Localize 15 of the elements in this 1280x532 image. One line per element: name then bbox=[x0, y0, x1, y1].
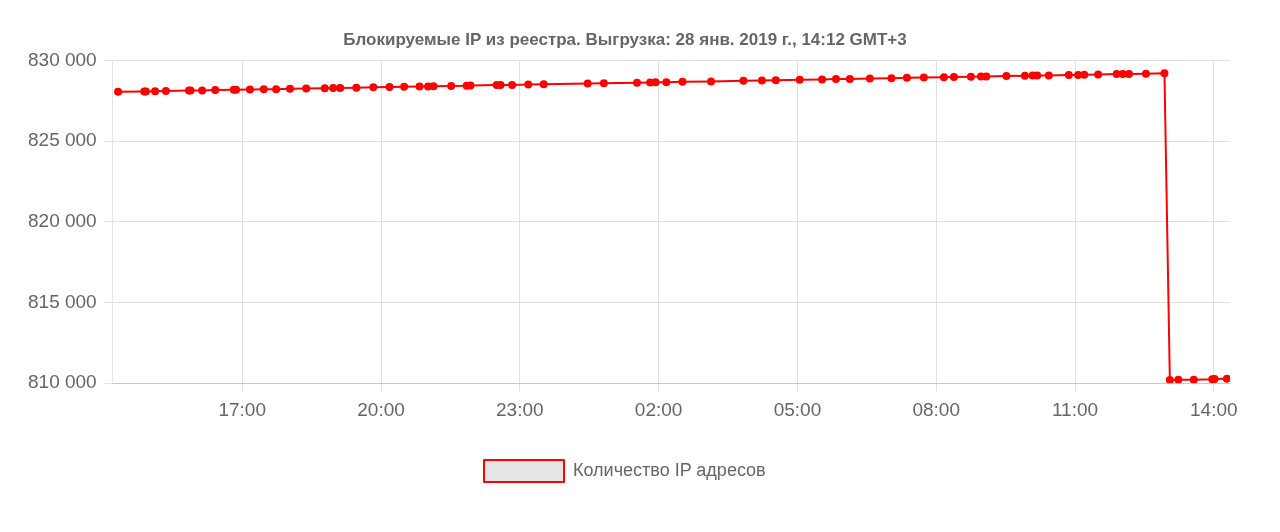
x-tick-label: 17:00 bbox=[218, 398, 266, 420]
y-tick-label: 815 000 bbox=[27, 290, 97, 312]
x-tick-label: 20:00 bbox=[357, 398, 405, 420]
x-tick-label: 02:00 bbox=[634, 398, 683, 420]
y-tick-label: 825 000 bbox=[27, 129, 97, 151]
x-tick-label: 05:00 bbox=[773, 398, 822, 420]
y-tick-label: 830 000 bbox=[27, 48, 97, 70]
y-tick-label: 820 000 bbox=[27, 210, 97, 232]
x-tick-label: 11:00 bbox=[1051, 398, 1099, 420]
x-tick-label: 08:00 bbox=[912, 398, 960, 420]
chart-title: Блокируемые IP из реестра. Выгрузка: 28 янв. 2019 г., 14:12 GMT+3 bbox=[343, 29, 907, 49]
x-tick-label: 14:00 bbox=[1190, 398, 1238, 420]
x-tick-label: 23:00 bbox=[496, 398, 544, 420]
y-tick-label: 810 000 bbox=[27, 371, 97, 393]
legend-label: Количество IP адресов bbox=[573, 459, 766, 480]
